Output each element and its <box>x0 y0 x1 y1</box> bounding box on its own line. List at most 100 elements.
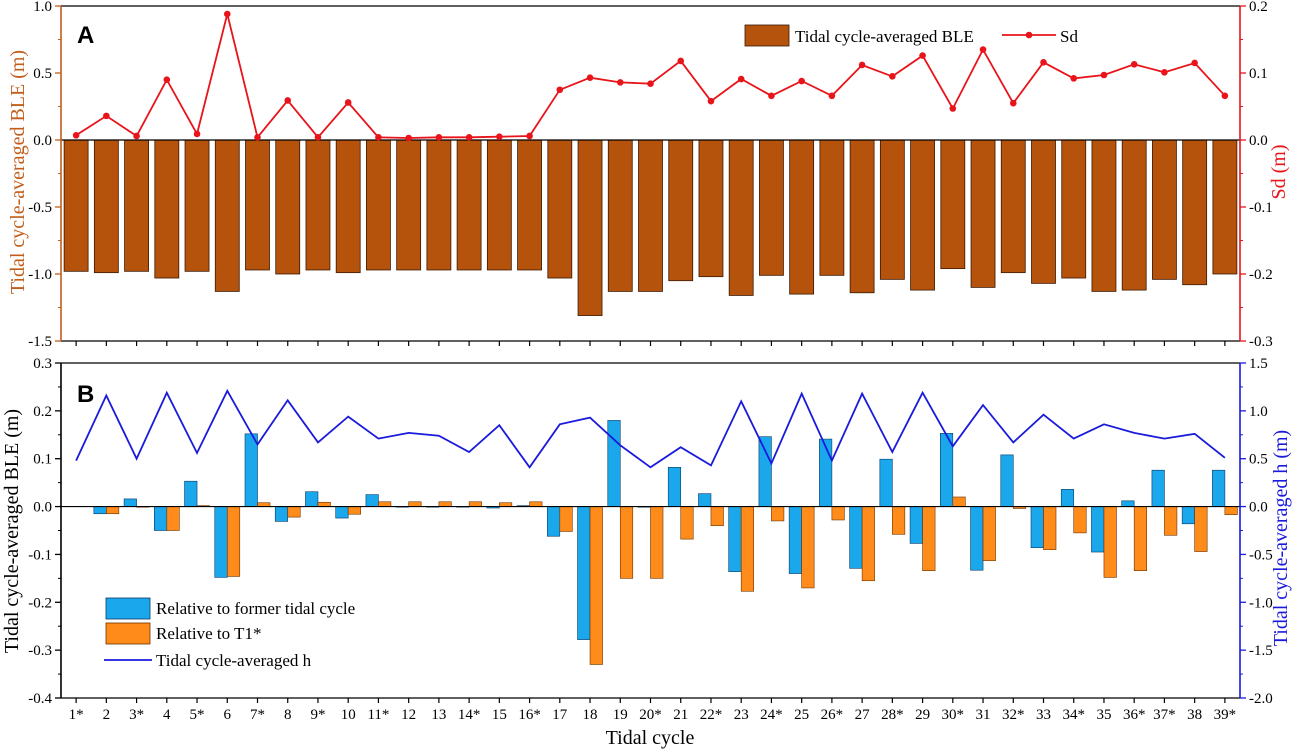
left-tick-label: -0.5 <box>28 200 52 216</box>
former-cycle-bar-7star <box>244 433 258 507</box>
t1-bar-34star <box>1073 506 1087 534</box>
former-cycle-bar-11star <box>365 494 379 507</box>
left-tick-label: 0.0 <box>33 500 52 516</box>
sd-point-11star <box>375 134 382 141</box>
x-tick-label-29: 29 <box>915 707 930 723</box>
x-tick-label-11star: 11* <box>367 707 389 723</box>
t1-bar-36star <box>1133 506 1147 572</box>
ble-bar-7star <box>245 139 270 271</box>
ble-bar-29 <box>910 139 935 291</box>
t1-bar-13 <box>438 501 452 507</box>
x-tick-label-9star: 9* <box>310 707 325 723</box>
sd-point-21 <box>677 57 685 65</box>
ble-bar-16star <box>517 139 542 271</box>
legend-ble-label: Tidal cycle-averaged BLE <box>795 27 974 46</box>
t1-bar-30star <box>952 496 966 507</box>
sd-point-25 <box>798 77 805 85</box>
ble-bar-19 <box>607 139 633 292</box>
right-tick-label: 0.2 <box>1249 0 1268 15</box>
left-tick-label: 0.0 <box>33 133 52 149</box>
ble-bar-24star <box>759 139 784 276</box>
x-tick-label-1star: 1* <box>69 707 84 723</box>
x-tick-label-13: 13 <box>431 707 446 723</box>
x-tick-label-31: 31 <box>976 707 991 723</box>
x-tick-label-25: 25 <box>794 707 809 723</box>
former-cycle-bar-4 <box>154 506 168 531</box>
sd-point-17 <box>556 86 564 94</box>
t1-bar-17 <box>559 506 573 532</box>
right-tick-label: -0.3 <box>1249 334 1273 350</box>
t1-bar-35 <box>1103 506 1117 578</box>
sd-point-12 <box>405 134 412 142</box>
x-tick-label-39star: 39* <box>1214 707 1237 723</box>
t1-bar-26star <box>831 506 845 521</box>
legend-former-label: Relative to former tidal cycle <box>156 599 355 618</box>
sd-point-8 <box>284 97 292 104</box>
x-tick-label-32star: 32* <box>1002 707 1025 723</box>
sd-point-20star <box>647 80 654 88</box>
ble-bar-36star <box>1121 139 1147 291</box>
ble-bar-28star <box>879 139 905 280</box>
legend-ble-swatch <box>744 24 790 47</box>
left-tick-label: 0.3 <box>33 356 52 372</box>
x-tick-label-37star: 37* <box>1153 707 1176 723</box>
x-tick-label-16star: 16* <box>518 707 541 723</box>
x-tick-label-33: 33 <box>1036 707 1051 723</box>
legend-sd-marker <box>1025 31 1033 39</box>
ble-bar-23 <box>728 139 754 296</box>
sd-point-18 <box>586 74 594 81</box>
t1-bar-8 <box>287 506 301 518</box>
left-tick-label: -0.4 <box>28 691 52 707</box>
panel-b-letter: B <box>77 381 94 408</box>
x-tick-label-19: 19 <box>613 707 628 723</box>
right-tick-label: 0.1 <box>1249 66 1268 82</box>
former-cycle-bar-34star <box>1060 489 1075 507</box>
x-tick-label-38: 38 <box>1187 707 1202 723</box>
right-tick-label: 0.5 <box>1249 452 1268 468</box>
t1-bar-33 <box>1043 506 1057 550</box>
right-tick-label: -2.0 <box>1249 691 1273 707</box>
h-series-line <box>75 388 1226 469</box>
x-tick-label-28star: 28* <box>881 707 904 723</box>
x-axis-title: Tidal cycle <box>606 727 695 749</box>
t1-bar-31 <box>982 506 996 561</box>
former-cycle-bar-32star <box>1000 454 1014 507</box>
sd-point-39star <box>1221 92 1229 100</box>
former-cycle-bar-3star <box>123 498 137 507</box>
former-cycle-bar-26star <box>819 438 833 507</box>
x-tick-label-5star: 5* <box>190 707 205 723</box>
panel-b-right-axis-title: Tidal cycle-averaged h (m) <box>1270 430 1292 646</box>
ble-bar-30star <box>940 139 966 270</box>
t1-bar-18 <box>589 506 603 665</box>
former-cycle-bar-5star <box>184 480 198 507</box>
t1-bar-19 <box>619 506 634 579</box>
ble-bar-33 <box>1031 139 1056 284</box>
panel-b-axes: 0.3 0.2 0.1 0.0 -0.1 -0.2 -0.3 -0.4 1.5 1.0 0.5 0.0… <box>28 356 1273 707</box>
left-tick-label: 0.2 <box>33 404 52 420</box>
legend-h-label: Tidal cycle-averaged h <box>156 651 312 670</box>
x-tick-label-3star: 3* <box>129 707 144 723</box>
former-cycle-bar-35 <box>1091 506 1105 553</box>
t1-bar-27 <box>861 506 875 582</box>
former-cycle-bar-38 <box>1181 506 1195 525</box>
ble-bar-38 <box>1182 139 1208 286</box>
former-cycle-bar-10 <box>335 506 349 519</box>
ble-bar-8 <box>275 139 301 275</box>
ble-bar-20star <box>638 139 663 292</box>
left-tick-label: -0.2 <box>28 595 52 611</box>
ble-bar-5star <box>184 139 210 272</box>
sd-point-28star <box>889 73 896 80</box>
x-tick-label-22star: 22* <box>700 707 723 723</box>
t1-bar-12 <box>408 501 422 507</box>
x-tick-label-6: 6 <box>224 707 232 723</box>
sd-point-35 <box>1100 71 1108 79</box>
panel-b-left-axis-title: Tidal cycle-averaged BLE (m) <box>1 409 23 653</box>
t1-bar-25 <box>801 506 815 589</box>
sd-point-26star <box>828 92 836 100</box>
former-cycle-bar-6 <box>214 506 228 578</box>
sd-point-22star <box>707 97 715 105</box>
former-cycle-bar-19 <box>607 420 621 507</box>
legend-t1-swatch <box>105 622 151 645</box>
ble-bar-31 <box>970 139 996 288</box>
former-cycle-bar-22star <box>698 493 712 507</box>
